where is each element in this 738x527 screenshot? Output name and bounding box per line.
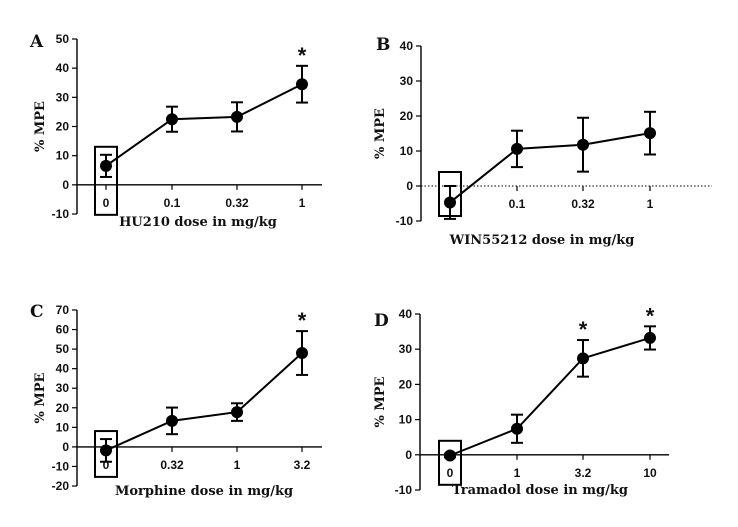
x-axis-label: Morphine dose in mg/kg — [115, 484, 293, 499]
data-point — [511, 142, 523, 155]
x-tick-label: 0.32 — [160, 458, 184, 472]
control-box — [438, 439, 462, 486]
y-axis-label: % MPE — [373, 376, 388, 427]
y-tick-label: 30 — [399, 342, 413, 356]
significance-star: * — [298, 43, 307, 68]
x-tick-label: 10 — [643, 466, 657, 480]
series-line — [105, 352, 303, 452]
data-point — [511, 422, 523, 435]
y-tick-label: 20 — [400, 109, 414, 123]
x-axis-label: WIN55212 dose in mg/kg — [449, 233, 635, 248]
y-tick-label: 0 — [62, 178, 69, 192]
y-tick-label: 50 — [56, 32, 70, 46]
panel-letter: A — [29, 32, 44, 52]
data-point — [644, 127, 656, 140]
data-point — [577, 138, 589, 151]
y-tick-label: 30 — [56, 381, 70, 395]
y-tick-label: 0 — [62, 440, 69, 454]
data-point — [166, 414, 178, 427]
y-tick-label: 10 — [400, 144, 414, 158]
y-tick-label: -10 — [52, 459, 70, 473]
y-tick-label: 20 — [56, 401, 70, 415]
data-point — [577, 352, 589, 365]
y-axis-label: % MPE — [373, 108, 388, 159]
control-box — [94, 430, 118, 478]
x-tick-label: 0.32 — [571, 197, 595, 211]
series-line — [449, 336, 651, 457]
control-box — [94, 145, 118, 216]
panel-d: D -10 0 10 20 30 40 0 1 3.2 10 * * % MPE Tramadol dose… — [373, 303, 669, 498]
x-tick-label: 3.2 — [294, 458, 311, 472]
y-tick-label: 20 — [56, 120, 70, 134]
data-point — [166, 113, 178, 126]
panel-c: C -20 -10 0 10 20 30 40 50 60 70 0 0.32 1 3.2 * % MPE Mor… — [30, 302, 322, 499]
y-tick-label: 70 — [56, 303, 70, 317]
x-tick-label: 1 — [514, 466, 521, 480]
series-line — [105, 83, 303, 167]
y-tick-label: 30 — [400, 74, 414, 88]
data-point — [644, 331, 656, 344]
data-point — [296, 347, 308, 360]
panel-letter: C — [30, 302, 44, 322]
x-tick-label: 0.1 — [164, 196, 181, 210]
x-tick-label: 0.32 — [225, 196, 249, 210]
y-tick-label: -10 — [396, 214, 414, 228]
series-line — [449, 132, 651, 204]
significance-star: * — [646, 303, 655, 328]
significance-star: * — [298, 308, 307, 333]
y-tick-label: 40 — [56, 362, 70, 376]
y-tick-label: 60 — [56, 323, 70, 337]
y-tick-label: 0 — [405, 448, 412, 462]
y-tick-label: 10 — [56, 420, 70, 434]
x-tick-label: 0.1 — [509, 197, 526, 211]
y-tick-label: 30 — [56, 90, 70, 104]
data-point — [100, 159, 112, 172]
y-tick-label: 50 — [56, 342, 70, 356]
x-tick-label: 1 — [299, 196, 306, 210]
y-tick-label: 0 — [406, 179, 413, 193]
x-tick-label: 1 — [647, 197, 654, 211]
y-tick-label: -20 — [52, 479, 70, 493]
data-point — [444, 196, 456, 209]
y-tick-label: 40 — [400, 39, 414, 53]
y-tick-label: -10 — [395, 483, 413, 497]
significance-star: * — [579, 317, 588, 342]
x-tick-label: 0 — [447, 466, 454, 480]
panel-letter: B — [376, 35, 390, 55]
y-tick-label: -10 — [52, 207, 70, 221]
y-tick-label: 10 — [56, 149, 70, 163]
data-point — [100, 444, 112, 457]
data-point — [231, 406, 243, 419]
y-tick-label: 10 — [399, 413, 413, 427]
y-tick-label: 40 — [399, 307, 413, 321]
y-axis-label: % MPE — [33, 372, 48, 423]
y-tick-label: 40 — [56, 61, 70, 75]
x-axis-label: Tramadol dose in mg/kg — [452, 483, 628, 498]
data-point — [296, 78, 308, 91]
panel-letter: D — [374, 311, 389, 331]
x-tick-label: 1 — [234, 458, 241, 472]
data-point — [444, 449, 456, 462]
x-tick-label: 0 — [103, 458, 110, 472]
panel-a: A -10 0 10 20 30 40 50 0 0.1 0.32 1 * % MPE HU210 dose… — [29, 32, 322, 230]
y-tick-label: 20 — [399, 377, 413, 391]
x-tick-label: 0 — [103, 196, 110, 210]
y-axis-label: % MPE — [33, 101, 48, 152]
x-tick-label: 3.2 — [575, 466, 592, 480]
data-point — [231, 110, 243, 123]
x-axis-label: HU210 dose in mg/kg — [119, 215, 277, 230]
